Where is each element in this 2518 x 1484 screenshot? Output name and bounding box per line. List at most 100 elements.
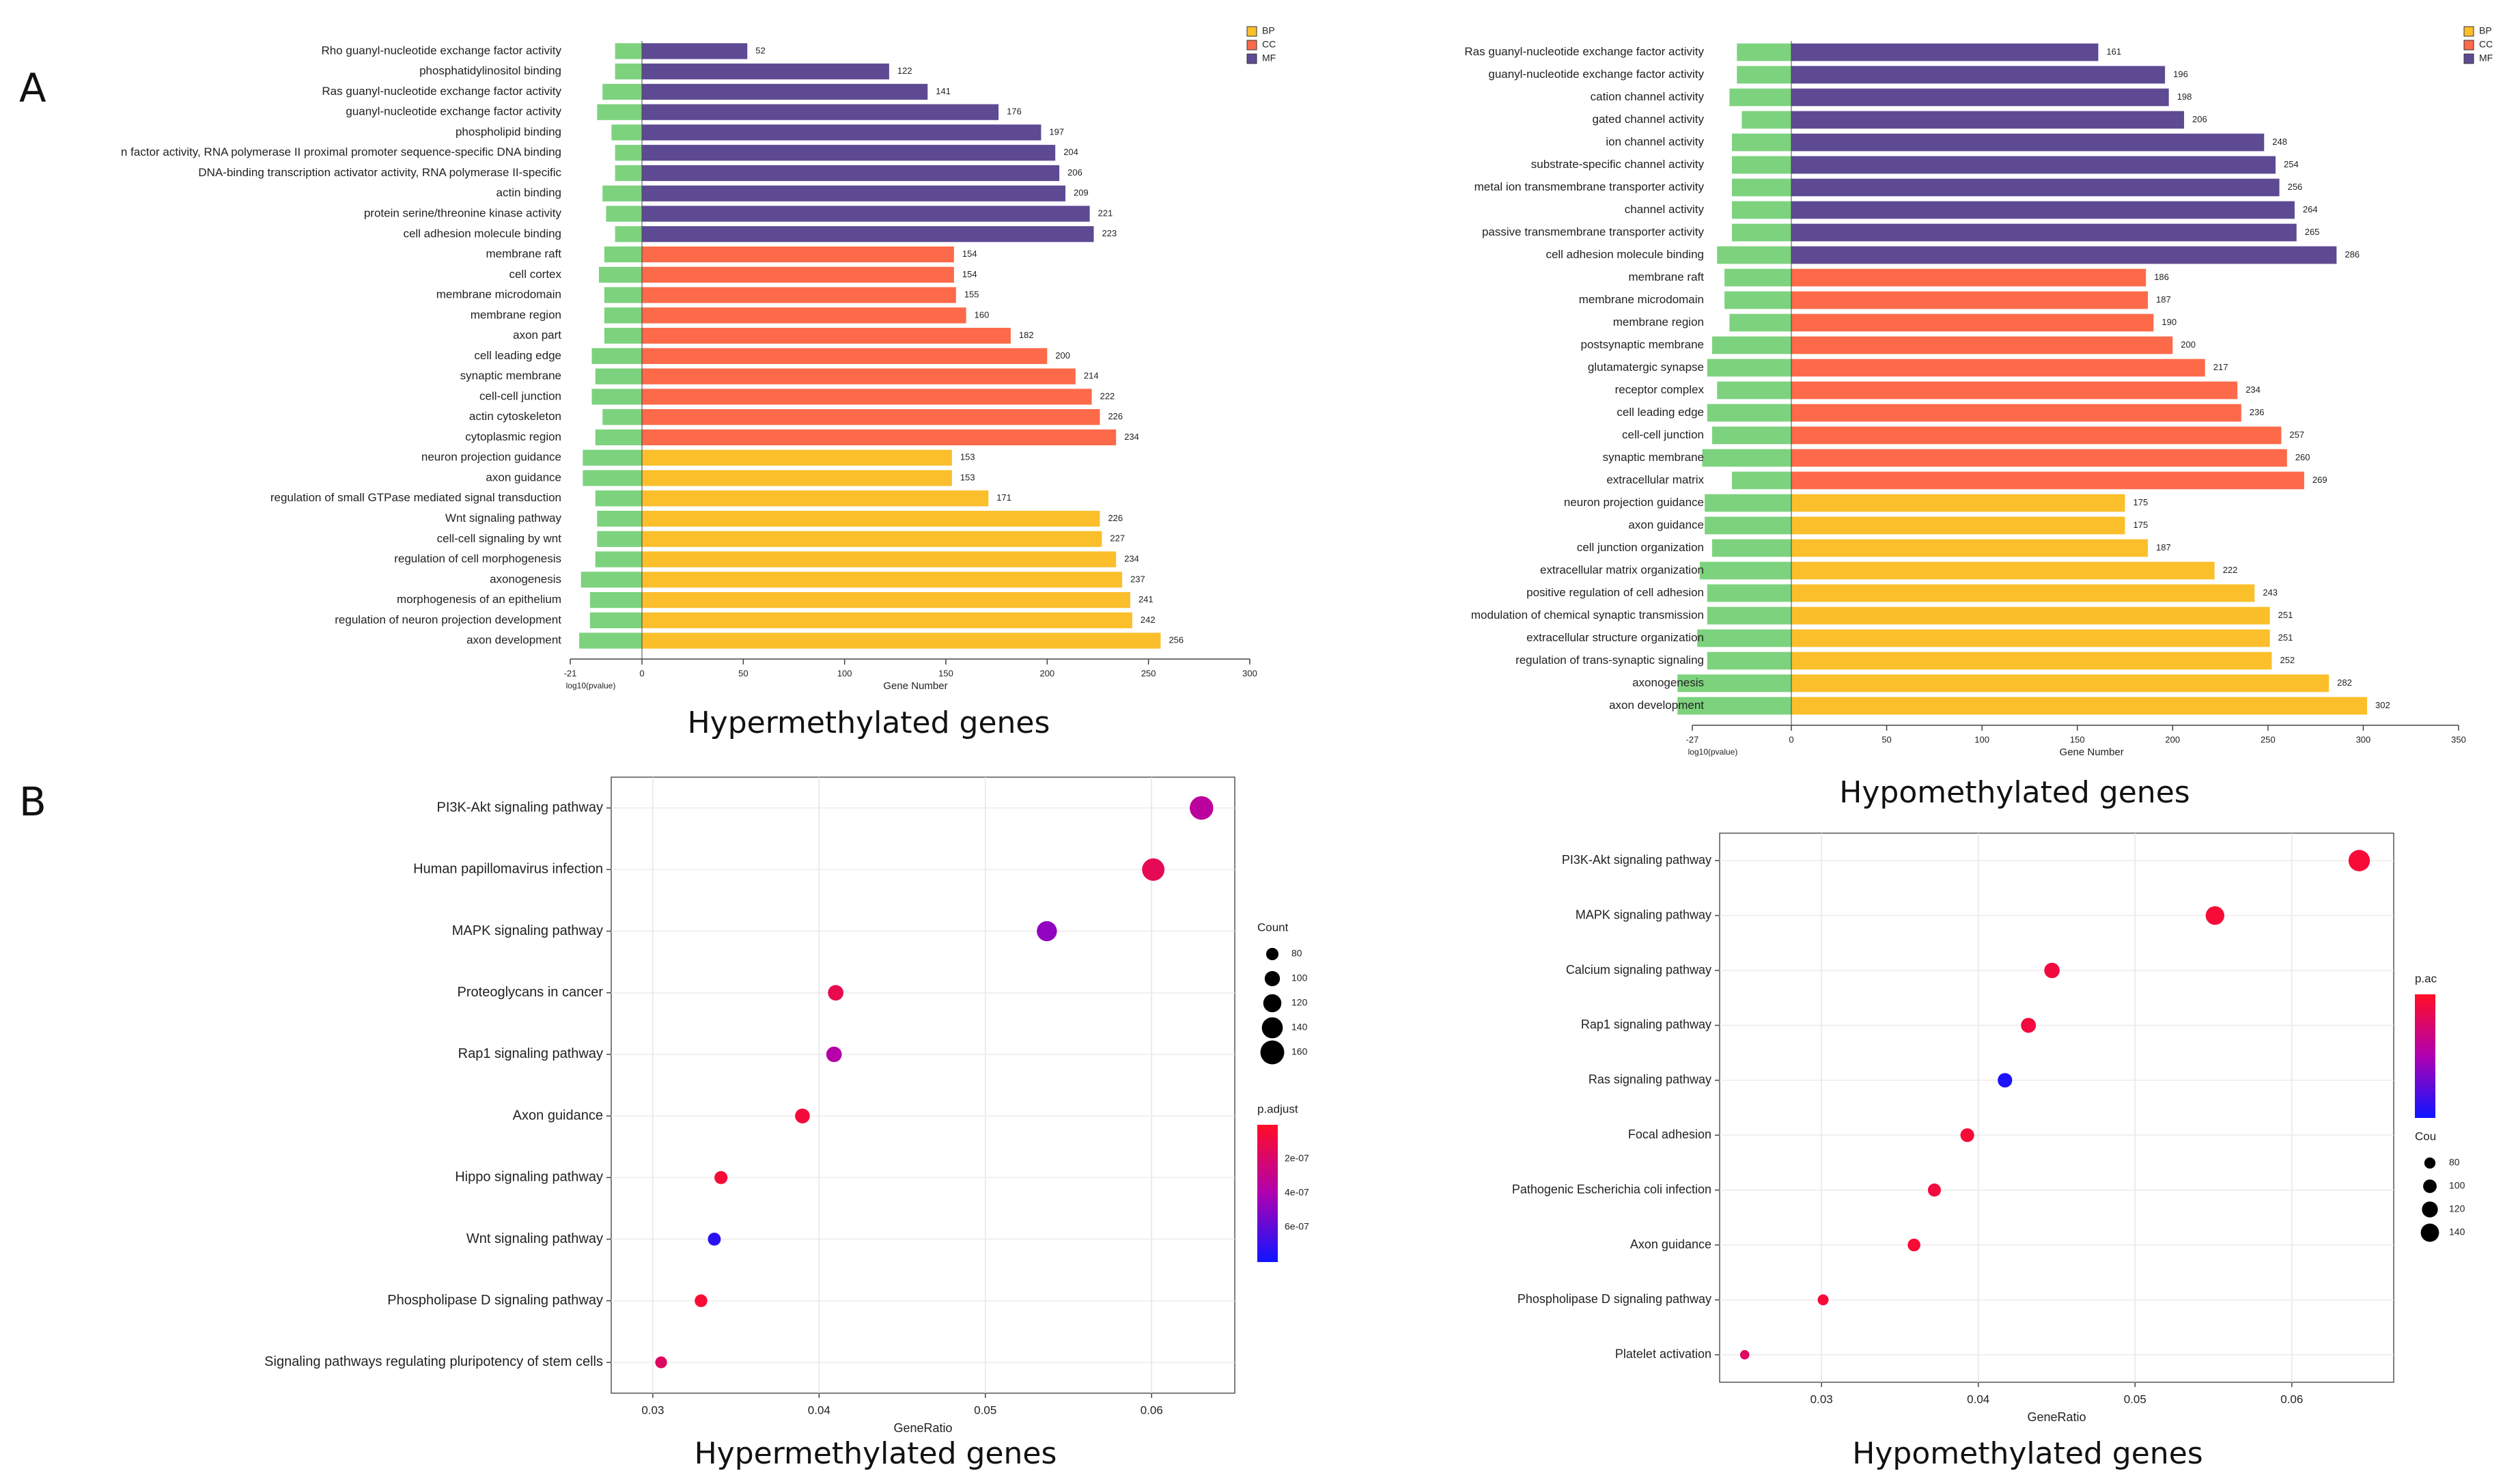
log-pvalue-bar	[604, 307, 642, 324]
bar-value-label: 217	[2213, 362, 2228, 372]
term-label: DNA-binding transcription activator acti…	[198, 166, 561, 179]
colorbar-strip	[1257, 1196, 1278, 1201]
term-label: membrane microdomain	[436, 288, 561, 301]
size-legend-dot	[1263, 994, 1282, 1013]
colorbar-strip	[2415, 1046, 2435, 1050]
log-pvalue-bar	[1712, 539, 1791, 557]
colorbar-tick-label: 4e-07	[1285, 1187, 1309, 1198]
term-label: regulation of cell morphogenesis	[394, 552, 561, 565]
chart-caption: Hypermethylated genes	[688, 705, 1050, 740]
log-pvalue-bar	[604, 246, 642, 263]
pathway-label: Axon guidance	[513, 1108, 603, 1123]
colorbar-strip	[1257, 1251, 1278, 1255]
x-axis-title: GeneRatio	[893, 1421, 952, 1435]
term-label: passive transmembrane transporter activi…	[1482, 225, 1705, 238]
bar-value-label: 254	[2284, 159, 2299, 169]
log-pvalue-bar	[1732, 133, 1791, 152]
log-pvalue-bar	[595, 368, 642, 384]
log-pvalue-bar	[1712, 426, 1791, 445]
bar-value-label: 227	[1110, 533, 1125, 544]
colorbar-strip	[2415, 1037, 2435, 1041]
plot-frame	[611, 776, 1235, 1394]
bar-value-label: 234	[1124, 432, 1139, 442]
enrichment-dot	[795, 1108, 810, 1123]
colorbar-strip	[1257, 1214, 1278, 1218]
colorbar-strip	[1257, 1169, 1278, 1173]
term-label: axon guidance	[1628, 518, 1704, 531]
size-legend-label: 120	[2449, 1203, 2465, 1214]
x-tick-label: 250	[1141, 668, 1156, 678]
log-pvalue-bar	[595, 551, 642, 568]
colorbar-strip	[2415, 1040, 2435, 1044]
term-label: regulation of trans-synaptic signaling	[1515, 654, 1704, 667]
colorbar-strip	[2415, 1089, 2435, 1093]
bar-value-label: 155	[964, 290, 979, 300]
term-label: Ras guanyl-nucleotide exchange factor ac…	[322, 85, 561, 98]
term-label: regulation of small GTPase mediated sign…	[270, 491, 561, 504]
term-label: morphogenesis of an epithelium	[397, 593, 561, 606]
colorbar-strip	[2415, 1071, 2435, 1075]
term-label: cell-cell signaling by wnt	[437, 532, 562, 545]
term-label: axon development	[1609, 699, 1704, 712]
gene-count-bar	[642, 104, 999, 120]
neg-tick-label: -27	[1686, 734, 1699, 744]
legend-swatch	[1246, 26, 1257, 37]
panel-label-a: A	[19, 65, 46, 111]
bar-value-label: 236	[2250, 407, 2265, 417]
log-pvalue-bar	[606, 206, 642, 222]
enrichment-dot	[1927, 1184, 1942, 1197]
gene-count-bar	[642, 470, 952, 486]
bar-value-label: 171	[996, 492, 1011, 503]
colorbar-strip	[1257, 1159, 1278, 1163]
color-legend-title: p.adjust	[1257, 1102, 1298, 1115]
term-label: neuron projection guidance	[421, 451, 561, 464]
log-pvalue-bar	[615, 64, 642, 80]
gene-count-bar	[642, 612, 1132, 628]
legend-label: MF	[2479, 53, 2493, 64]
term-label: channel activity	[1625, 203, 1705, 216]
colorbar-strip	[1257, 1241, 1278, 1245]
colorbar-strip	[2415, 1007, 2435, 1011]
colorbar-strip	[1257, 1183, 1278, 1187]
term-label: synaptic membrane	[1603, 451, 1704, 464]
bar-value-label: 234	[2246, 384, 2261, 395]
colorbar-strip	[1257, 1190, 1278, 1194]
enrichment-dot	[714, 1171, 728, 1184]
bar-value-label: 141	[936, 86, 951, 96]
size-legend-dot	[2422, 1201, 2438, 1218]
term-label: cell adhesion molecule binding	[403, 227, 561, 240]
enrichment-dot	[1998, 1073, 2013, 1088]
x-tick-label: 0	[1789, 734, 1793, 744]
log-pvalue-bar	[591, 389, 642, 405]
colorbar-strip	[2415, 1019, 2435, 1023]
bar-value-label: 153	[960, 452, 975, 462]
gene-count-bar	[642, 348, 1048, 364]
gene-count-bar	[1791, 652, 2272, 670]
gene-count-bar	[1791, 674, 2330, 692]
term-label: cation channel activity	[1591, 90, 1705, 103]
term-label: substrate-specific channel activity	[1531, 158, 1705, 171]
log-pvalue-bar	[1707, 584, 1791, 602]
bar-value-label: 182	[1019, 330, 1034, 340]
x-tick-label: 100	[837, 668, 852, 678]
gene-count-bar	[642, 449, 952, 466]
x-tick-label: 100	[1974, 734, 1989, 744]
enrichment-dot	[2205, 906, 2224, 925]
colorbar-strip	[1257, 1128, 1278, 1132]
pathway-label: Hippo signaling pathway	[455, 1170, 603, 1185]
gene-count-bar	[642, 83, 928, 100]
bar-value-label: 265	[2305, 227, 2320, 237]
size-legend-label: 100	[2449, 1180, 2465, 1191]
gene-count-bar	[642, 206, 1090, 222]
colorbar-strip	[2415, 1003, 2435, 1007]
log-pvalue-bar	[1729, 313, 1791, 332]
bar-value-label: 242	[1141, 615, 1156, 625]
log-pvalue-bar	[595, 490, 642, 507]
legend-swatch	[2463, 40, 2474, 51]
log-pvalue-bar	[1724, 291, 1791, 309]
enrichment-dot	[655, 1356, 667, 1369]
gene-count-bar	[1791, 313, 2154, 332]
log-pvalue-bar	[1717, 381, 1791, 400]
enrichment-dot	[1739, 1349, 1750, 1360]
